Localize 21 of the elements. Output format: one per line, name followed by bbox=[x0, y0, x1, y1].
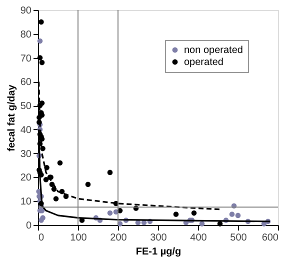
legend-label: non operated bbox=[184, 45, 243, 56]
y-tick-label: 30 bbox=[20, 148, 32, 160]
x-tick-label: 500 bbox=[230, 232, 248, 244]
x-tick-label: 300 bbox=[150, 232, 168, 244]
x-tick-label: 0 bbox=[38, 232, 44, 244]
y-tick-label: 0 bbox=[26, 220, 32, 232]
x-tick-label: 600 bbox=[262, 232, 279, 244]
y-tick-label: 90 bbox=[20, 6, 32, 16]
x-tick-label: 100 bbox=[70, 232, 88, 244]
y-tick-label: 70 bbox=[20, 53, 32, 64]
y-tick-label: 40 bbox=[20, 124, 32, 136]
y-axis-title: fecal fat g/day bbox=[6, 84, 18, 152]
x-axis-title: FE-1 µg/g bbox=[136, 246, 182, 258]
x-tick-label: 400 bbox=[190, 232, 208, 244]
y-tick-label: 80 bbox=[20, 29, 32, 40]
y-tick-label: 10 bbox=[20, 196, 32, 208]
y-tick-label: 20 bbox=[20, 172, 32, 184]
y-tick-label: 50 bbox=[20, 101, 32, 112]
x-tick-label: 200 bbox=[110, 232, 128, 244]
legend-label: operated bbox=[184, 57, 224, 68]
y-tick-label: 60 bbox=[20, 77, 32, 88]
